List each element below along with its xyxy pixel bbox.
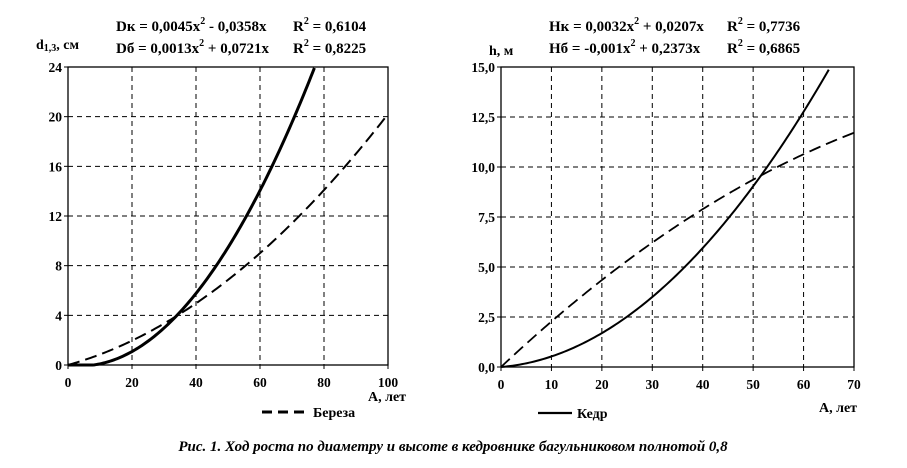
left-x-tick-label: 100 <box>378 375 399 390</box>
left-y-tick-label: 8 <box>55 259 62 274</box>
right-eq-1: Hк = 0,0032x2 + 0,0207x <box>549 16 704 35</box>
left-series-bereza-line <box>67 113 389 366</box>
right-x-axis-title: А, лет <box>819 401 857 416</box>
right-y-tick-label: 15,0 <box>471 60 495 75</box>
right-x-tick-label: 70 <box>847 377 861 392</box>
right-series-bereza-line <box>500 131 855 368</box>
left-r2-1: R2 = 0,6104 <box>293 16 367 35</box>
left-x-tick-label: 80 <box>317 375 331 390</box>
left-y-tick-label: 20 <box>49 110 63 125</box>
right-x-tick-label: 30 <box>646 377 660 392</box>
right-y-tick-label: 2,5 <box>478 310 495 325</box>
right-y-tick-label: 10,0 <box>471 160 495 175</box>
left-legend: Береза <box>262 406 355 421</box>
left-y-tick-label: 4 <box>55 308 62 323</box>
right-x-tick-label: 60 <box>797 377 811 392</box>
left-legend-label: Береза <box>313 406 355 421</box>
right-y-tick-label: 7,5 <box>478 210 495 225</box>
left-y-tick-label: 16 <box>49 159 63 174</box>
right-r2-1: R2 = 0,7736 <box>727 16 801 35</box>
figure-caption: Рис. 1. Ход роста по диаметру и высоте в… <box>178 439 728 455</box>
right-x-tick-label: 0 <box>498 377 505 392</box>
right-y-tick-label: 0,0 <box>478 360 495 375</box>
left-eq-1: Dк = 0,0045x2 - 0,0358x <box>116 16 267 35</box>
left-chart-diameter: 0 20 40 60 80 100 0 4 8 12 16 20 24 <box>49 60 399 390</box>
right-y-tick-label: 5,0 <box>478 260 495 275</box>
left-x-tick-label: 20 <box>125 375 139 390</box>
right-x-tick-label: 20 <box>595 377 609 392</box>
left-y-tick-label: 0 <box>55 358 62 373</box>
left-equations: Dк = 0,0045x2 - 0,0358x R2 = 0,6104 Dб =… <box>116 16 367 57</box>
right-x-tick-label: 10 <box>545 377 559 392</box>
left-y-tick-label: 12 <box>49 209 63 224</box>
right-eq-2: Hб = -0,001x2 + 0,2373x <box>549 38 701 57</box>
right-y-tick-label: 12,5 <box>471 110 495 125</box>
right-equations: Hк = 0,0032x2 + 0,0207x R2 = 0,7736 Hб =… <box>549 16 801 57</box>
left-x-tick-label: 60 <box>253 375 267 390</box>
left-r2-2: R2 = 0,8225 <box>293 38 366 57</box>
right-y-axis-title: h, м <box>489 44 514 59</box>
left-series-kedr-line <box>68 67 316 367</box>
left-eq-2: Dб = 0,0013x2 + 0,0721x <box>116 38 269 57</box>
left-y-tick-label: 24 <box>49 60 63 75</box>
right-x-tick-label: 40 <box>696 377 710 392</box>
right-r2-2: R2 = 0,6865 <box>727 38 800 57</box>
right-legend-label: Кедр <box>577 407 608 422</box>
left-x-tick-label: 40 <box>189 375 203 390</box>
right-legend: Кедр <box>538 407 608 422</box>
left-y-axis-title: d1,3, см <box>36 38 80 54</box>
right-series-kedr-line <box>500 69 830 368</box>
right-chart-height: 0 10 20 30 40 50 60 70 0,0 2,5 5,0 7,5 10,0 12,5 15,0 <box>471 60 861 392</box>
left-x-axis-title: А, лет <box>368 390 406 405</box>
right-x-tick-label: 50 <box>746 377 760 392</box>
left-x-tick-label: 0 <box>65 375 72 390</box>
